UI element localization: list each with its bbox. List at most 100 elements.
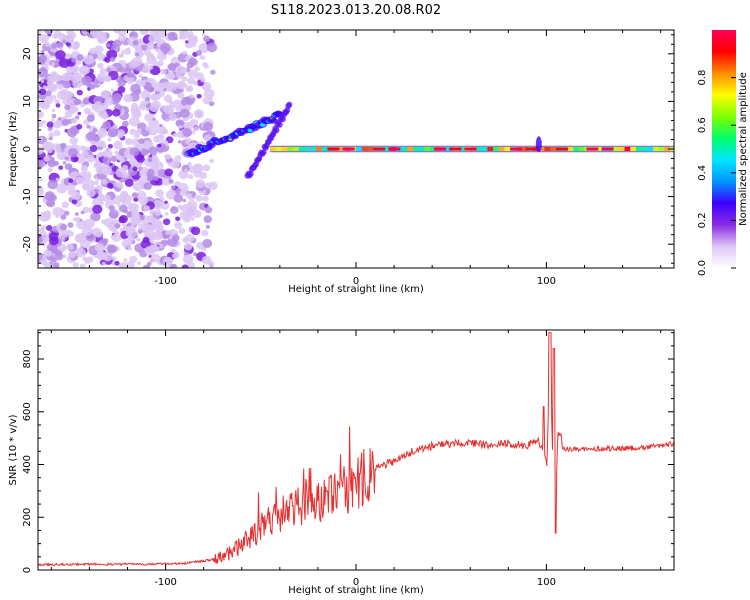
noise-blob (133, 197, 139, 202)
noise-blob (131, 138, 141, 147)
noise-blob (131, 209, 140, 217)
noise-blob (108, 183, 114, 189)
noise-blob (97, 128, 107, 138)
colorbar-gradient (712, 30, 736, 268)
noise-blob (67, 251, 76, 259)
noise-blob (72, 262, 79, 268)
noise-blob (183, 83, 188, 87)
noise-blob (186, 200, 198, 210)
noise-blob (203, 215, 212, 224)
noise-blob (148, 118, 160, 129)
noise-blob (89, 47, 97, 55)
noise-blob (86, 32, 91, 37)
noise-blob (99, 67, 107, 74)
noise-blob (129, 255, 138, 263)
colorbar-axes: 0.0 0.2 0.4 0.6 0.8 (697, 70, 736, 276)
noise-blob (152, 175, 159, 181)
signal-segment (418, 147, 428, 151)
noise-blob (148, 35, 157, 43)
noise-blob (139, 30, 149, 36)
noise-blob (129, 203, 140, 212)
noise-blob (71, 67, 76, 72)
noise-blob (97, 82, 102, 87)
colorbar-tick-label: 0.8 (697, 70, 708, 86)
noise-blob (42, 120, 47, 124)
noise-blob (76, 123, 83, 130)
noise-blob (155, 189, 164, 198)
noise-blob (161, 177, 171, 186)
noise-blob (154, 209, 162, 216)
noise-blob (180, 96, 192, 107)
noise-blob (43, 262, 52, 268)
noise-blob (186, 193, 193, 199)
noise-blob (83, 119, 90, 126)
noise-blob (111, 256, 117, 261)
noise-blob (131, 109, 142, 119)
noise-blob (203, 35, 211, 43)
signal-segment (367, 147, 377, 151)
x-tick-label: 0 (353, 577, 359, 588)
noise-blob (114, 150, 118, 154)
noise-blob (50, 47, 57, 53)
noise-blob (51, 108, 56, 112)
noise-blob (59, 47, 63, 51)
noise-blob (119, 66, 126, 73)
noise-blob (101, 251, 113, 262)
signal-peak (388, 147, 401, 151)
signal-segment (287, 147, 297, 151)
noise-blob (89, 84, 96, 90)
noise-blob (170, 160, 180, 169)
noise-blob (83, 107, 92, 115)
noise-blob (123, 172, 130, 178)
signal-peak (373, 147, 386, 151)
noise-blob (38, 227, 45, 234)
noise-blob (151, 217, 158, 224)
signal-segment (538, 147, 548, 151)
noise-blob (96, 232, 102, 237)
noise-blob (73, 157, 79, 162)
noise-blob (110, 88, 115, 92)
noise-blob (181, 76, 188, 82)
noise-blob (195, 179, 206, 189)
noise-blob (68, 178, 74, 183)
x-tick-label: -100 (154, 577, 177, 588)
noise-blob (176, 80, 187, 90)
noise-blob (131, 192, 139, 199)
signal-segment (658, 147, 668, 151)
noise-blob (152, 230, 163, 241)
noise-blob (97, 153, 103, 158)
noise-blob (162, 218, 171, 226)
noise-blob (172, 234, 180, 242)
noise-blob (126, 47, 131, 51)
noise-blob (104, 57, 111, 63)
noise-blob (108, 205, 116, 212)
noise-blob (62, 254, 67, 258)
noise-blob (143, 182, 152, 191)
noise-blob (159, 135, 165, 140)
noise-blob (128, 59, 138, 69)
line-axes: -100 0 100 0 200 400 600 800 (22, 330, 674, 588)
noise-blob (138, 138, 145, 145)
noise-blob (210, 69, 216, 75)
noise-blob (130, 83, 141, 94)
noise-blob (55, 50, 66, 60)
noise-blob (139, 215, 145, 221)
noise-blob (203, 122, 213, 132)
noise-blob (98, 109, 108, 119)
noise-blob (182, 237, 189, 243)
noise-blob (56, 151, 66, 160)
noise-blob (173, 194, 184, 203)
signal-segment (424, 147, 434, 151)
noise-blob (157, 60, 164, 66)
noise-blob (94, 101, 102, 108)
spike-mark (535, 136, 542, 153)
noise-blob (192, 43, 196, 48)
noise-blob (145, 97, 151, 102)
noise-blob (123, 150, 131, 157)
y-tick-label: 800 (22, 349, 33, 368)
noise-blob (204, 182, 212, 189)
noise-blob (174, 221, 183, 229)
y-tick-label: 600 (22, 402, 33, 421)
noise-blob (75, 176, 85, 185)
signal-segment (356, 147, 365, 151)
